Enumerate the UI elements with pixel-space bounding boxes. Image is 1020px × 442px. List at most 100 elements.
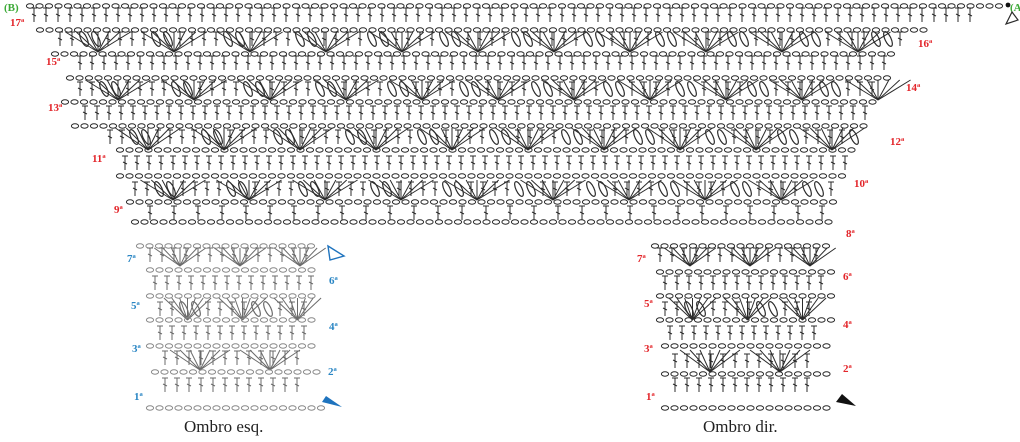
chain-stitch (826, 293, 836, 299)
double-crochet-stitch (273, 105, 281, 121)
double-crochet-stitch (151, 275, 159, 291)
puff-stitch (559, 127, 573, 147)
chain-stitch (628, 147, 638, 153)
double-crochet-stitch (191, 181, 199, 197)
chain-stitch (578, 75, 588, 81)
double-crochet-stitch (798, 325, 806, 341)
fan-stroke (486, 79, 499, 101)
double-crochet-stitch (269, 377, 277, 393)
chain-stitch (774, 405, 784, 411)
double-crochet-stitch (180, 325, 188, 341)
double-crochet-stitch (882, 7, 890, 23)
chain-stitch (516, 99, 526, 105)
chain-stitch (324, 173, 334, 179)
chain-stitch (816, 75, 825, 81)
double-crochet-stitch (232, 55, 240, 71)
chain-stitch (292, 219, 301, 225)
puff-stitch (787, 127, 801, 147)
puff-stitch (199, 127, 213, 147)
chain-stitch (975, 3, 985, 9)
chain-stitch (655, 317, 665, 323)
chain-stitch (762, 199, 771, 205)
chain-stitch (178, 219, 187, 225)
chain-stitch (807, 269, 817, 275)
chain-stitch (654, 75, 664, 81)
chain-stitch (670, 371, 679, 377)
fan-stroke (182, 79, 195, 101)
fan-stroke (846, 31, 859, 53)
double-crochet-stitch (697, 155, 705, 171)
fan-stroke (117, 79, 130, 101)
double-crochet-stitch (745, 275, 753, 291)
double-crochet-stitch (334, 129, 342, 145)
double-crochet-stitch (530, 205, 538, 221)
chain-stitch (182, 147, 191, 153)
chain-stitch (159, 219, 168, 225)
double-crochet-stitch (837, 105, 845, 121)
double-crochet-stitch (304, 81, 312, 97)
fan-stroke (248, 179, 282, 201)
chain-stitch (448, 173, 457, 179)
double-crochet-stitch (192, 325, 200, 341)
chain-stitch (353, 147, 362, 153)
puff-stitch (427, 127, 441, 147)
chain-stitch (202, 317, 212, 323)
chain-stitch (550, 75, 559, 81)
chain-stitch (736, 405, 746, 411)
fan-stroke (410, 79, 423, 101)
chain-stitch (221, 267, 231, 273)
fan-stroke (324, 179, 337, 201)
chain-stitch (192, 199, 201, 205)
double-crochet-stitch (625, 155, 633, 171)
chain-stitch (488, 123, 498, 129)
chain-stitch (733, 147, 742, 153)
double-crochet-stitch (736, 55, 744, 71)
double-crochet-stitch (794, 205, 802, 221)
chain-stitch (160, 369, 169, 375)
fan-stroke (141, 31, 175, 53)
chain-stitch (298, 99, 307, 105)
fan-stroke (368, 179, 402, 201)
double-crochet-stitch (769, 155, 777, 171)
chain-stitch (698, 371, 708, 377)
chain-stitch (721, 75, 730, 81)
chain-stitch (429, 147, 438, 153)
double-crochet-stitch (709, 301, 717, 317)
chain-stitch (725, 99, 735, 105)
chain-stitch (676, 173, 685, 179)
chain-stitch (75, 75, 84, 81)
chain-stitch (793, 405, 803, 411)
double-crochet-stitch (160, 55, 168, 71)
fan-stroke (223, 127, 257, 151)
double-crochet-stitch (316, 55, 324, 71)
chain-stitch (135, 199, 144, 205)
chain-stitch (183, 343, 193, 349)
fan-stroke (476, 179, 500, 201)
double-crochet-stitch (784, 55, 792, 71)
double-crochet-stitch (208, 55, 216, 71)
chain-stitch (615, 219, 624, 225)
chain-stitch (362, 147, 372, 153)
fan-stroke (217, 31, 251, 53)
double-crochet-stitch (128, 31, 136, 47)
chain-stitch (684, 317, 693, 323)
chain-stitch (797, 75, 806, 81)
chain-stitch (673, 75, 683, 81)
chain-stitch (564, 99, 573, 105)
chain-stitch (336, 99, 345, 105)
puff-stitch (541, 79, 555, 99)
fan-stroke (75, 31, 99, 53)
chain-stitch (826, 269, 836, 275)
chain-stitch (727, 371, 736, 377)
double-crochet-stitch (235, 275, 243, 291)
chain-stitch (464, 75, 474, 81)
fan-stroke (731, 297, 748, 321)
fan-stroke (790, 79, 803, 101)
double-crochet-stitch (674, 205, 682, 221)
double-crochet-stitch (112, 55, 120, 71)
chain-stitch (611, 99, 621, 105)
fan-stroke (749, 247, 768, 267)
double-crochet-stitch (220, 81, 228, 97)
chain-stitch (259, 317, 269, 323)
chain-stitch (45, 27, 54, 33)
